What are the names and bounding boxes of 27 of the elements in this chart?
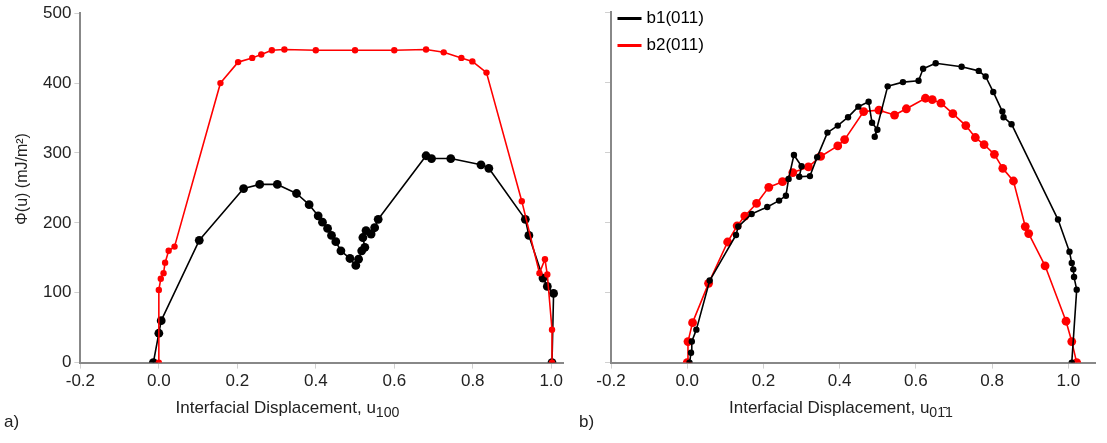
- x-tick-label: 0.8: [460, 371, 485, 391]
- x-tick-label: 0.0: [147, 371, 171, 391]
- x-axis-title: Interfacial Displacement, u$_{100}$: [175, 398, 400, 421]
- legend-label: b2(011): [646, 35, 704, 55]
- x-tick-label: 0.2: [751, 371, 776, 391]
- x-tick-label: 1.0: [539, 371, 564, 391]
- text: b): [579, 412, 595, 432]
- x-tick-label: 0.4: [303, 371, 328, 391]
- x-tick-label: -0.2: [65, 371, 96, 391]
- y-tick-label: 500: [42, 2, 72, 22]
- x-tick-label: 1.0: [1056, 371, 1081, 391]
- text: a): [4, 412, 20, 432]
- y-tick-label: 300: [42, 142, 72, 162]
- x-tick-label: 0.0: [675, 371, 700, 391]
- y-tick-label: 200: [42, 212, 72, 232]
- x-tick-label: -0.2: [596, 371, 626, 391]
- x-tick-label: 0.4: [827, 371, 852, 391]
- y-tick-label: 100: [42, 282, 72, 302]
- legend-label: b1(011): [646, 8, 704, 28]
- y-tick-label: 400: [42, 72, 72, 92]
- x-tick-label: 0.6: [382, 371, 407, 391]
- x-tick-label: 0.8: [980, 371, 1004, 391]
- x-tick-label: 0.2: [225, 371, 250, 391]
- x-axis-title: Interfacial Displacement, u$_{01̄1}$: [729, 398, 953, 421]
- y-tick-label: 0: [61, 352, 72, 372]
- y-axis-title: Φ(u) (mJ/m²): [13, 132, 31, 227]
- x-tick-label: 0.6: [904, 371, 928, 391]
